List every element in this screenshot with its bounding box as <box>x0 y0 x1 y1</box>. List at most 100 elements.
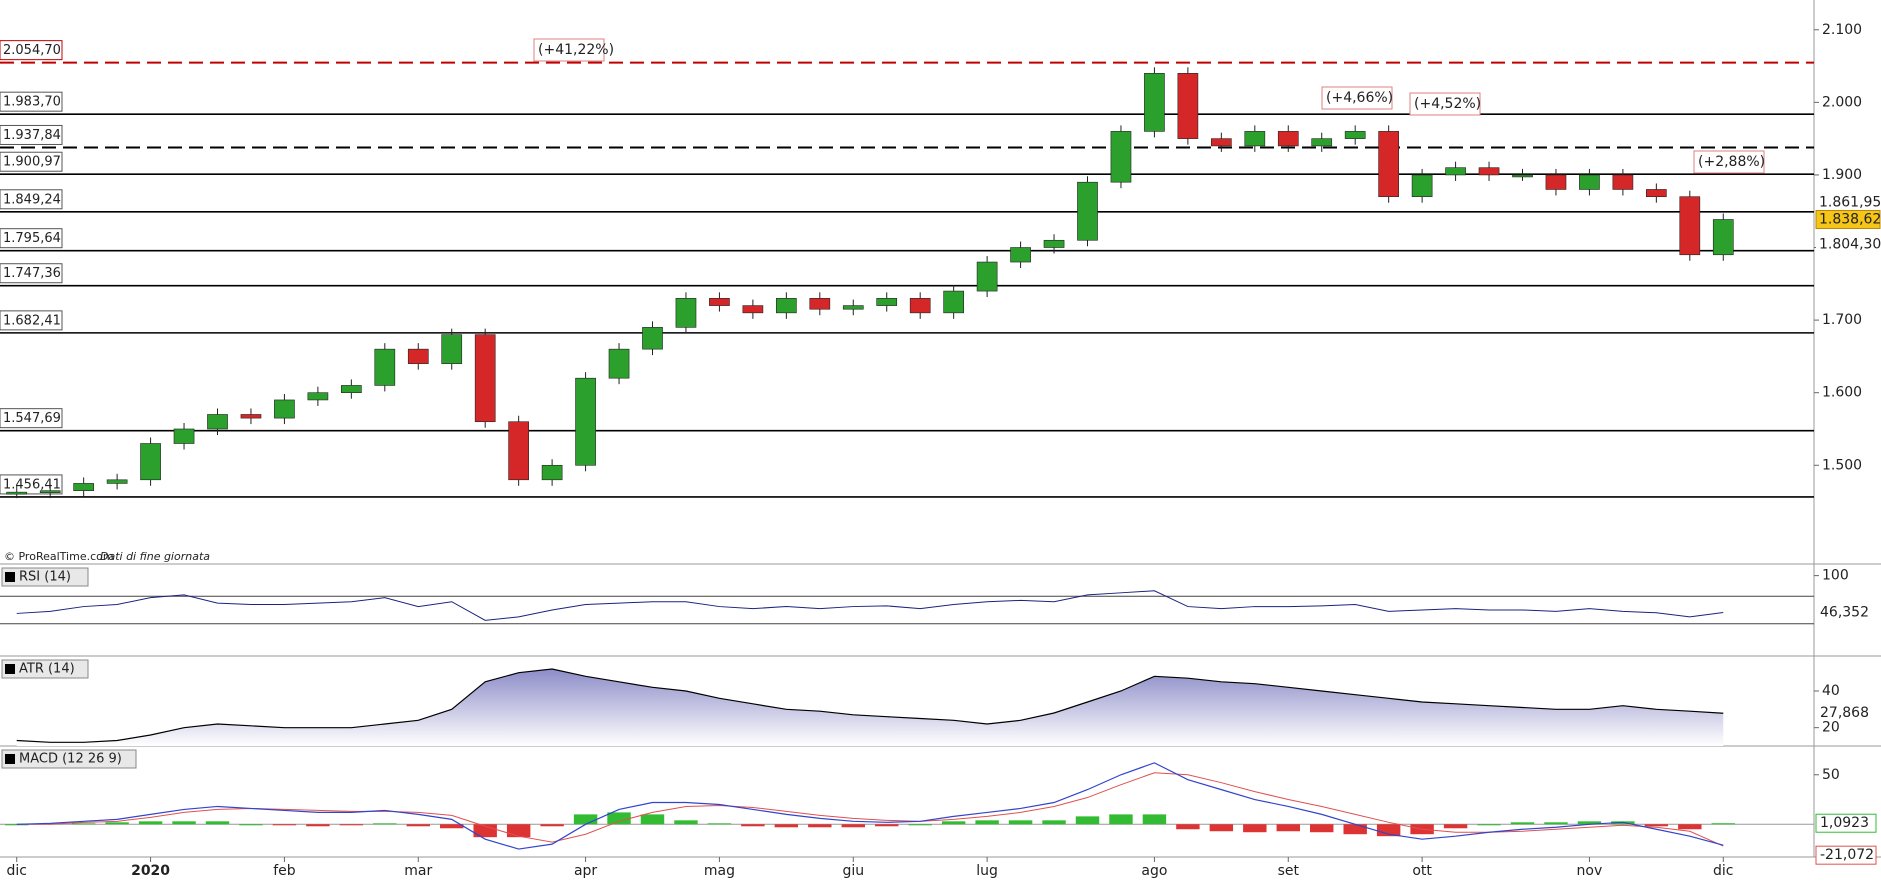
x-tick-label: giu <box>842 863 864 879</box>
candle <box>1077 181 1098 241</box>
macd-hist <box>440 824 464 829</box>
macd-hist <box>1109 814 1133 825</box>
macd-hist <box>272 824 297 826</box>
x-tick-label: mar <box>404 863 432 879</box>
panel-title-icon <box>5 664 15 674</box>
level-label: 1.456,41 <box>3 477 61 492</box>
macd-hist <box>908 824 932 826</box>
macd-hist <box>1075 816 1100 825</box>
price-label-box <box>1815 209 1881 229</box>
macd-hist <box>1042 820 1066 825</box>
annotation: (+4,52%) <box>1414 96 1481 112</box>
macd-hist <box>808 824 832 828</box>
macd-hist-label: 1,0923 <box>1820 815 1869 831</box>
macd-hist <box>1343 824 1367 835</box>
annotation-box <box>1321 86 1393 110</box>
x-tick-label: ott <box>1412 863 1432 879</box>
rsi-last-label: 46,352 <box>1820 605 1869 621</box>
macd-hist <box>239 824 263 826</box>
x-tick-label: dic <box>1713 863 1733 879</box>
macd-hist <box>1243 824 1267 833</box>
candle <box>1579 174 1600 190</box>
candle <box>1712 219 1734 256</box>
macd-hist <box>1310 824 1334 833</box>
candle <box>976 261 998 292</box>
macd-hist <box>71 823 96 825</box>
macd-hist <box>1477 824 1501 826</box>
candle <box>173 428 195 444</box>
candle <box>776 298 797 314</box>
candle <box>909 298 931 314</box>
candle <box>1445 167 1466 176</box>
macd-hist <box>1644 824 1669 827</box>
candle <box>1679 196 1701 256</box>
level-label: 1.983,70 <box>3 95 61 110</box>
atr-last-label: 27,868 <box>1820 705 1869 721</box>
candle <box>1545 174 1567 190</box>
candle <box>1646 189 1667 198</box>
macd-line <box>16 762 1724 850</box>
candle <box>541 464 563 481</box>
level-label-box <box>0 474 63 495</box>
panel-title-box <box>1 567 89 587</box>
macd-hist <box>105 822 129 825</box>
annotation: (+41,22%) <box>538 42 614 58</box>
y-tick-label: 2.000 <box>1822 94 1862 110</box>
price-label: 1.861,95 <box>1819 195 1881 211</box>
x-tick-label: mag <box>704 863 735 879</box>
candle <box>307 392 329 401</box>
annotation: (+2,88%) <box>1698 154 1765 170</box>
level-label: 1.795,64 <box>3 231 61 246</box>
candle <box>6 491 28 495</box>
macd-hist <box>975 820 999 825</box>
x-tick-label: nov <box>1577 863 1603 879</box>
annotation-box <box>1409 92 1481 116</box>
y-tick-label: 50 <box>1822 767 1840 783</box>
macd-hist <box>774 824 799 828</box>
macd-hist <box>573 814 598 825</box>
annotation-box <box>1693 150 1765 174</box>
y-tick-label: 1.700 <box>1822 312 1862 328</box>
candle <box>39 490 61 493</box>
candle <box>1311 138 1333 147</box>
y-tick-label: 100 <box>1822 568 1849 584</box>
macd-hist <box>941 821 966 825</box>
candle <box>1144 73 1165 132</box>
x-tick-label: set <box>1278 863 1300 879</box>
panel-title: ATR (14) <box>19 662 75 677</box>
y-tick-label: 2.100 <box>1822 22 1862 38</box>
rsi-line <box>16 590 1724 621</box>
macd-hist <box>1544 822 1568 825</box>
panel-title: RSI (14) <box>19 570 71 585</box>
macd-hist <box>205 821 230 825</box>
macd-hist <box>1176 824 1200 830</box>
candle <box>608 348 630 379</box>
macd-signal <box>16 772 1724 847</box>
level-label: 2.054,70 <box>3 43 61 58</box>
candle <box>1612 174 1634 190</box>
panel-title-icon <box>5 754 15 764</box>
candle <box>842 305 864 310</box>
macd-hist <box>1209 824 1234 832</box>
level-label: 1.682,41 <box>3 313 61 328</box>
y-tick-label: 40 <box>1822 683 1840 699</box>
candle <box>1411 174 1433 198</box>
macd-hist <box>741 824 765 827</box>
level-label-box <box>0 124 63 145</box>
y-tick-label: 1.500 <box>1822 457 1862 473</box>
candle <box>943 290 964 314</box>
macd-hist <box>1510 822 1535 825</box>
level-label-box <box>0 189 63 210</box>
macd-hist <box>1376 824 1401 837</box>
candle <box>106 479 128 484</box>
level-label: 1.747,36 <box>3 266 61 281</box>
candle <box>742 305 764 314</box>
level-label-box <box>0 408 63 429</box>
price-label: 1.804,30 <box>1819 236 1881 252</box>
level-label-box <box>0 310 63 331</box>
y-tick-label: 1.900 <box>1822 167 1862 183</box>
macd-hist <box>306 824 330 827</box>
macd-hist <box>1142 814 1167 825</box>
